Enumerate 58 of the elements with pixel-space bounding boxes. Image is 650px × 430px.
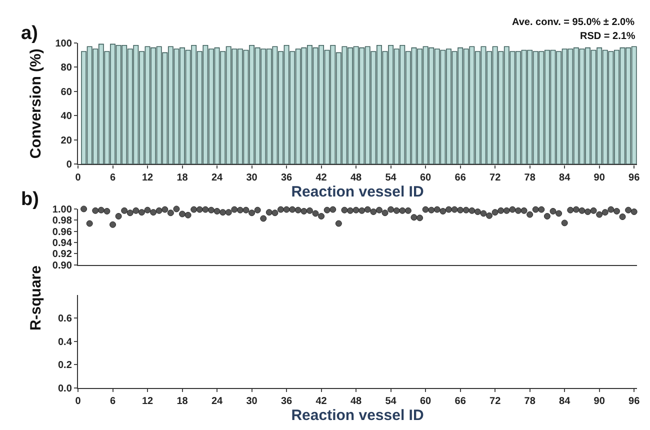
x-tick-label: 66 xyxy=(454,172,466,184)
text: RSD = 2.1% xyxy=(580,31,636,42)
x-tick-label: 72 xyxy=(490,396,502,408)
y-axis-title: Conversion (%) xyxy=(27,48,44,159)
y-tick-label: 1.00 xyxy=(52,204,72,216)
text: Ave. conv. = 95.0% ± 2.0% xyxy=(512,17,635,28)
x-axis-title: Reaction vessel ID xyxy=(291,407,424,424)
y-tick-label: 0 xyxy=(66,160,72,171)
y-tick-label: 0.4 xyxy=(58,336,72,348)
x-axis-title: Reaction vessel ID xyxy=(291,183,424,200)
x-tick-label: 24 xyxy=(211,396,224,408)
x-tick-label: 84 xyxy=(559,172,571,184)
y-tick-label: 0.98 xyxy=(52,216,72,227)
y-tick-label: 0.2 xyxy=(58,360,72,372)
x-tick-label: 6 xyxy=(110,396,116,408)
x-tick-label: 48 xyxy=(350,172,362,184)
x-tick-label: 0 xyxy=(75,172,82,184)
x-tick-label: 12 xyxy=(142,172,154,184)
x-tick-label: 78 xyxy=(524,172,536,184)
y-tick-label: 100 xyxy=(55,38,72,50)
chart-title: a) xyxy=(21,23,38,44)
x-tick-label: 90 xyxy=(594,396,606,408)
x-tick-label: 66 xyxy=(454,396,466,408)
y-tick-label: 0.94 xyxy=(52,238,72,250)
x-tick-label: 78 xyxy=(524,396,536,408)
x-tick-label: 30 xyxy=(246,172,258,184)
x-tick-label: 12 xyxy=(142,396,154,408)
y-axis-title: R-square xyxy=(28,266,45,331)
x-tick-label: 90 xyxy=(594,172,606,184)
x-tick-label: 6 xyxy=(110,172,116,184)
x-tick-label: 30 xyxy=(246,396,258,408)
x-tick-label: 72 xyxy=(490,172,502,184)
x-tick-label: 60 xyxy=(420,396,432,408)
y-tick-label: 40 xyxy=(60,111,72,122)
x-tick-label: 18 xyxy=(176,396,188,408)
x-tick-label: 96 xyxy=(628,396,640,408)
y-tick-label: 0.0 xyxy=(58,384,72,394)
x-tick-label: 36 xyxy=(280,396,293,408)
chart-title: b) xyxy=(21,189,39,210)
x-tick-label: 42 xyxy=(316,396,328,408)
y-tick-label: 0.96 xyxy=(52,226,72,238)
x-tick-label: 54 xyxy=(385,172,397,184)
x-tick-label: 0 xyxy=(75,396,82,408)
x-tick-label: 54 xyxy=(385,396,397,408)
y-tick-label: 20 xyxy=(60,135,72,146)
x-tick-label: 24 xyxy=(211,172,224,184)
x-tick-label: 48 xyxy=(350,396,362,408)
x-tick-label: 60 xyxy=(420,172,432,184)
x-tick-label: 96 xyxy=(628,172,640,184)
y-tick-label: 0.6 xyxy=(58,314,72,325)
y-tick-label: 0.92 xyxy=(52,249,72,260)
x-tick-label: 18 xyxy=(176,172,188,184)
x-tick-label: 84 xyxy=(559,396,571,408)
y-tick-label: 60 xyxy=(60,86,72,98)
y-tick-label: 0.90 xyxy=(52,260,72,272)
x-tick-label: 36 xyxy=(280,172,293,184)
x-tick-label: 42 xyxy=(316,172,328,184)
y-tick-label: 80 xyxy=(60,62,72,74)
